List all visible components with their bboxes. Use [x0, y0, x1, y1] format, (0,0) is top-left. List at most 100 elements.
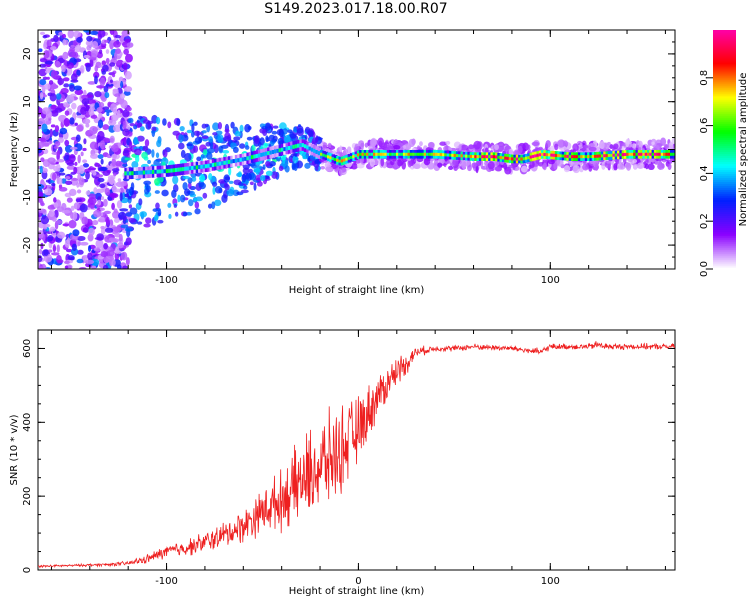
spectrogram-cell	[253, 182, 257, 191]
spectrogram-cell	[136, 122, 143, 128]
spectrogram-cell	[61, 33, 67, 39]
spectrogram-cell	[78, 165, 85, 175]
ridge-core	[672, 152, 675, 156]
spectrogram-cell	[109, 192, 119, 199]
colorbar-swatch	[713, 113, 736, 117]
spectrogram-cell	[234, 131, 242, 137]
spectrogram-cell	[56, 159, 65, 163]
colorbar-swatch	[713, 51, 736, 55]
ridge-core	[223, 160, 227, 165]
ridge-core	[437, 152, 441, 156]
ridge-core	[248, 155, 253, 160]
colorbar-swatch	[713, 71, 736, 75]
spectrogram-ytick-label: 10	[22, 95, 33, 108]
spectrogram-cell	[196, 130, 200, 138]
spectrogram-cell	[128, 186, 134, 196]
spectrogram-cell	[116, 200, 123, 209]
spectrogram-cell	[293, 126, 298, 132]
spectrogram-cell	[109, 62, 116, 67]
spectrogram-cell	[99, 207, 105, 211]
spectrogram-cell	[114, 218, 120, 223]
spectrogram-cell	[70, 44, 75, 48]
spectrogram-cell	[49, 226, 56, 232]
spectrogram-cell	[38, 197, 43, 203]
colorbar-swatch	[713, 253, 736, 256]
spectrogram-cell	[155, 116, 161, 125]
spectrogram-cell	[187, 181, 192, 189]
ridge-core	[623, 152, 628, 156]
spectrogram-cell	[91, 40, 99, 49]
spectrogram-cell	[244, 145, 250, 150]
colorbar-swatch	[713, 101, 736, 105]
spectrogram-cell	[88, 227, 95, 236]
ridge-core	[605, 154, 610, 158]
spectrogram-cell	[637, 162, 645, 169]
colorbar-swatch	[713, 67, 736, 71]
spectrogram-cell	[654, 139, 663, 148]
ridge-core	[209, 163, 214, 168]
spectrogram-cell	[423, 157, 431, 166]
spectrogram-cell	[156, 175, 164, 183]
spectrogram-cell	[87, 196, 97, 205]
spectrogram-cell	[75, 198, 82, 203]
spectrogram-cell	[96, 107, 103, 113]
spectrogram-cell	[261, 126, 268, 130]
spectrogram-cell	[64, 239, 70, 248]
spectrogram-cell	[43, 249, 49, 256]
colorbar-swatch	[713, 93, 736, 97]
ridge-core	[589, 155, 593, 159]
spectrogram-cell	[73, 85, 82, 91]
spectrogram-cell	[63, 260, 70, 265]
ridge-core	[524, 156, 529, 160]
spectrogram-cell	[291, 161, 295, 171]
ridge-core	[154, 169, 158, 174]
spectrogram-cell	[256, 180, 263, 187]
colorbar-swatch	[713, 73, 736, 77]
spectrogram-cell	[143, 223, 151, 228]
spectrogram-cell	[54, 141, 61, 147]
spectrogram-cell	[70, 205, 75, 211]
colorbar-swatch	[713, 173, 736, 176]
spectrogram-cell	[98, 216, 106, 222]
spectrogram-cell	[339, 145, 343, 153]
spectrogram-cell	[553, 161, 558, 170]
spectrogram-cell	[124, 86, 133, 93]
spectrogram-cell	[304, 126, 311, 134]
ridge-core	[646, 152, 651, 156]
spectrogram-cell	[527, 144, 531, 150]
colorbar-swatch	[713, 169, 736, 173]
spectrogram-cell	[57, 231, 66, 239]
spectrogram-cell	[49, 128, 53, 138]
spectrogram-cell	[115, 101, 119, 106]
spectrogram-cell	[105, 216, 110, 225]
ridge-core	[149, 170, 154, 175]
spectrogram-cell	[47, 249, 53, 253]
spectrogram-cell	[338, 169, 343, 176]
spectrogram-cell	[54, 125, 60, 133]
ridge-core	[142, 170, 147, 175]
spectrogram-cell	[201, 130, 207, 134]
ridge-core	[541, 152, 545, 156]
colorbar-swatch	[713, 119, 736, 123]
ridge-core	[511, 157, 515, 161]
ridge-core	[550, 153, 554, 157]
spectrogram-cell	[82, 118, 91, 125]
spectrogram-cell	[103, 198, 108, 207]
spectrogram-cell	[81, 216, 89, 225]
spectrogram-cell	[122, 163, 128, 168]
spectrogram-cell	[61, 64, 66, 73]
spectrogram-cell	[667, 163, 672, 170]
spectrogram-cell	[50, 46, 57, 51]
spectrogram-cell	[246, 136, 253, 141]
spectrogram-cell	[302, 154, 307, 160]
colorbar-swatch	[713, 30, 736, 33]
colorbar-swatch	[713, 177, 736, 180]
spectrogram-cell	[186, 143, 193, 147]
spectrogram-cell	[103, 242, 109, 250]
spectrogram-cell	[114, 246, 120, 254]
spectrogram-cell	[47, 204, 56, 210]
spectrogram-cell	[123, 136, 127, 146]
colorbar-swatch	[713, 97, 736, 101]
colorbar-swatch	[713, 209, 736, 212]
colorbar-swatch	[713, 55, 736, 59]
